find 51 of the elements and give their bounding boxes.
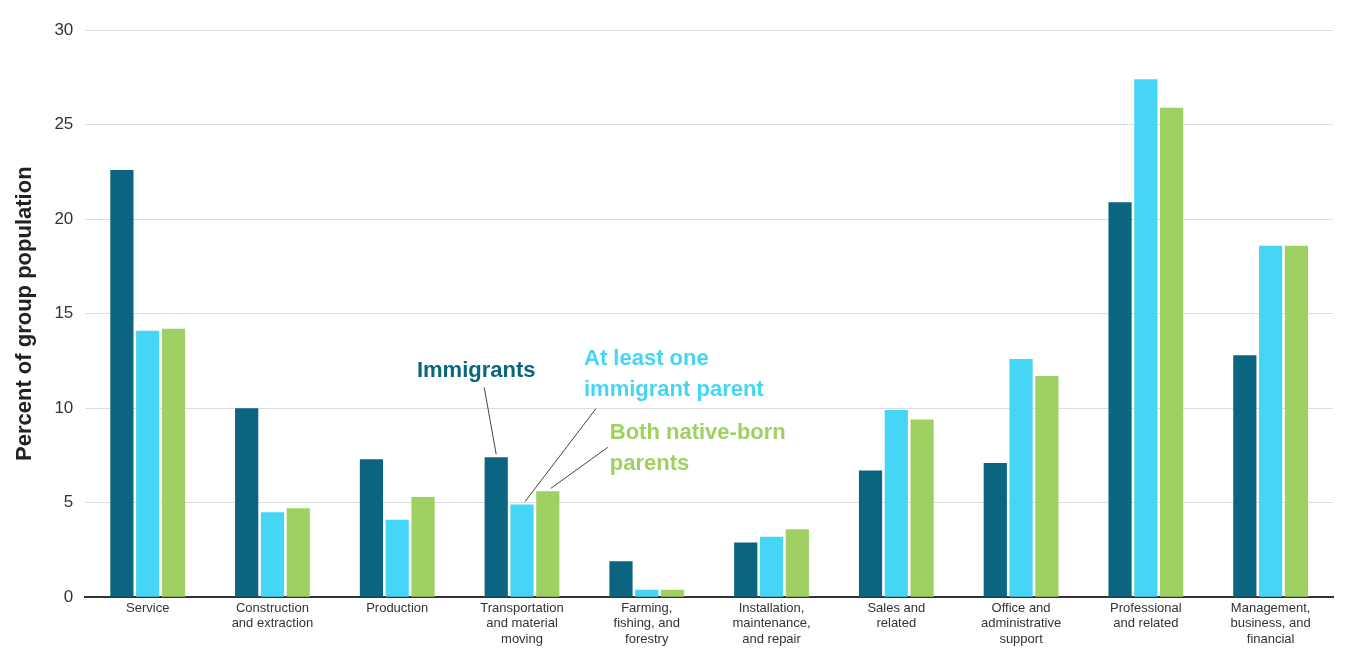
x-tick-label: Management, business, and financial (1230, 599, 1311, 646)
bar (161, 328, 186, 597)
bar (1160, 107, 1184, 597)
bar (858, 470, 883, 597)
y-tick-label: 20 (54, 208, 74, 228)
bar (385, 519, 409, 597)
text: Both native-born parents (609, 419, 786, 476)
y-tick-label: 10 (54, 397, 74, 417)
bar (884, 410, 908, 597)
bar (1009, 359, 1033, 597)
bar (1233, 355, 1257, 597)
bar (359, 459, 384, 597)
bar (235, 408, 259, 597)
bar (759, 536, 784, 597)
bar (1284, 245, 1309, 597)
x-tick-label: Construction and extraction (231, 599, 314, 631)
bar (660, 589, 685, 597)
bar (785, 529, 809, 597)
y-axis-title: Percent of group population (11, 166, 37, 461)
bar (734, 542, 758, 597)
text: Immigrants (416, 357, 536, 383)
bar (510, 504, 534, 597)
bar (609, 561, 633, 597)
bar (484, 457, 508, 597)
x-tick-label: Professional and related (1110, 599, 1182, 631)
bar (1035, 376, 1059, 597)
x-tick-label: Transportation and material moving (480, 599, 564, 646)
bar (1134, 79, 1158, 597)
bar (635, 589, 659, 597)
y-tick-label: 0 (63, 586, 74, 606)
bar (983, 463, 1007, 597)
bar (1108, 202, 1132, 597)
text: At least one immigrant parent (584, 344, 765, 401)
x-tick-label: Production (366, 599, 429, 615)
x-tick-label: Office and administrative support (980, 599, 1062, 646)
y-tick-label: 25 (54, 114, 74, 134)
bar (411, 497, 435, 597)
x-tick-label: Farming, fishing, and forestry (613, 599, 681, 646)
bar (136, 330, 160, 597)
bar (110, 170, 134, 597)
x-tick-label: Sales and related (867, 599, 926, 631)
bar (260, 512, 285, 597)
y-tick-label: 15 (54, 303, 74, 323)
x-tick-label: Service (126, 599, 170, 615)
y-tick-label: 5 (63, 492, 74, 512)
bar (536, 491, 560, 597)
y-tick-label: 30 (54, 19, 74, 39)
bar (910, 419, 934, 597)
bar (1259, 245, 1283, 597)
x-tick-label: Installation, maintenance, and repair (732, 599, 811, 646)
bar (286, 508, 310, 597)
